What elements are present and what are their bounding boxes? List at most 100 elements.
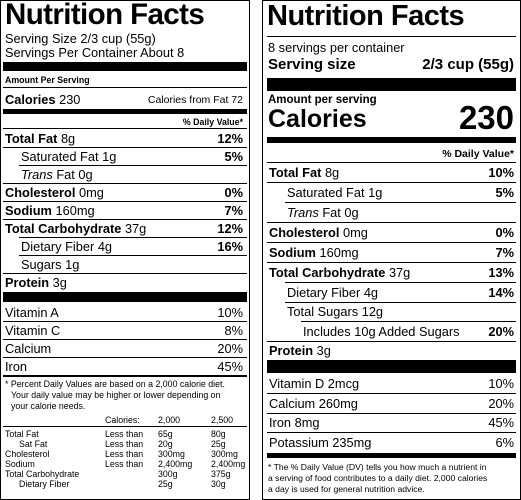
nutrient-dv: 7% (495, 245, 515, 260)
nutrient-name: Cholesterol (269, 225, 340, 240)
nutrient-row: Cholesterol 0mg (5, 185, 104, 200)
table-row-c1: 65g (158, 429, 173, 439)
divider (3, 201, 247, 202)
vitamin-name: Potassium 235mg (269, 435, 372, 450)
nutrient-amount: Fat 0g (56, 167, 93, 182)
thick-divider (3, 62, 247, 71)
divider (3, 339, 247, 340)
divider (3, 219, 247, 220)
table-header-label: Calories: (105, 415, 140, 425)
divider (267, 262, 516, 263)
table-row-cmp: Less than (105, 429, 144, 439)
nutrient-amount: 8g (324, 165, 340, 180)
vitamin-dv: 10% (217, 305, 243, 320)
divider (3, 147, 247, 148)
nutrient-row: Total Fat 8g (5, 131, 75, 146)
calories-label: Calories (268, 105, 367, 133)
medium-divider (267, 453, 516, 458)
thick-divider (3, 292, 247, 302)
nutrient-name: Sugars (21, 257, 62, 272)
table-row-c1: 2,400mg (158, 459, 193, 469)
nutrient-amount: 8g (60, 131, 76, 146)
nutrient-dv: 0% (495, 225, 515, 240)
calories-from-fat: Calories from Fat 72 (147, 94, 243, 106)
divider (19, 237, 247, 238)
old-nutrition-label: Nutrition Facts Serving Size 2/3 cup (55… (0, 0, 250, 500)
amount-per-serving: Amount per serving (268, 94, 377, 106)
nutrient-name: Dietary Fiber (21, 239, 95, 254)
divider (267, 36, 516, 37)
divider (267, 393, 516, 394)
vitamin-name: Iron 8mg (269, 415, 320, 430)
nutrient-name: Trans (287, 205, 319, 220)
divider (3, 273, 247, 274)
nutrient-dv: 16% (217, 239, 243, 254)
divider (285, 302, 516, 303)
calories-row: Calories 230 (5, 92, 80, 107)
vitamin-name: Vitamin D 2mcg (269, 376, 360, 391)
table-row-name: Sat Fat (19, 439, 48, 449)
divider (3, 426, 247, 427)
nutrient-dv: 10% (488, 165, 514, 180)
table-header-c1: 2,000 (158, 415, 181, 425)
divider (267, 222, 516, 223)
daily-value-header: % Daily Value* (442, 148, 514, 160)
nutrient-dv: 0% (224, 185, 244, 200)
nutrient-name: Saturated Fat (287, 185, 365, 200)
nutrient-row: Saturated Fat 1g (287, 185, 382, 200)
vitamin-dv: 8% (224, 323, 244, 338)
nutrient-amount: 160mg (55, 203, 95, 218)
nutrient-name: Protein (5, 275, 50, 290)
divider (267, 242, 516, 243)
label-title: Nutrition Facts (267, 0, 465, 32)
footnote-line: * The % Daily Value (DV) tells you how m… (268, 462, 487, 472)
vitamin-name: Vitamin C (5, 323, 61, 338)
divider (19, 255, 247, 256)
nutrient-name: Total Fat (5, 131, 58, 146)
divider (3, 87, 247, 88)
table-row-c1: 25g (158, 479, 173, 489)
nutrient-amount: 1g (102, 149, 117, 164)
nutrient-row: Trans Fat 0g (287, 205, 359, 220)
serving-size-label: Serving size (268, 56, 356, 73)
nutrient-row: Dietary Fiber 4g (21, 239, 112, 254)
divider (3, 128, 247, 129)
nutrient-amount: 37g (388, 265, 411, 280)
medium-divider (267, 137, 516, 143)
nutrient-row: Dietary Fiber 4g (287, 285, 378, 300)
nutrient-row: Trans Fat 0g (21, 167, 93, 182)
vitamin-dv: 45% (488, 415, 514, 430)
vitamin-name: Vitamin A (5, 305, 59, 320)
vitamin-name: Calcium (5, 341, 52, 356)
table-row-name: Dietary Fiber (19, 479, 70, 489)
footnote-line: a serving of food contributes to a daily… (268, 473, 488, 483)
nutrient-dv: 14% (488, 285, 514, 300)
vitamin-name: Calcium 260mg (269, 396, 358, 411)
medium-divider (3, 109, 247, 114)
nutrient-amount: 3g (316, 343, 331, 358)
label-title: Nutrition Facts (5, 0, 205, 31)
nutrient-name: Includes 10g Added Sugars (303, 324, 460, 339)
divider (267, 413, 516, 414)
nutrient-amount: 12g (361, 304, 384, 319)
nutrient-name: Total Sugars (287, 304, 359, 319)
new-nutrition-label: Nutrition Facts 8 servings per container… (262, 0, 521, 500)
serving-size: Serving Size 2/3 cup (55g) (5, 31, 156, 46)
servings-per-container: Servings Per Container About 8 (5, 45, 185, 60)
table-header-c2: 2,500 (211, 415, 234, 425)
nutrient-amount: 3g (52, 275, 67, 290)
table-row-name: Sodium (5, 459, 35, 469)
divider (19, 165, 247, 166)
nutrient-dv: 20% (488, 324, 514, 339)
nutrient-amount: 1g (368, 185, 383, 200)
nutrient-amount: 160mg (319, 245, 359, 260)
nutrient-name: Saturated Fat (21, 149, 99, 164)
nutrient-dv: 12% (217, 221, 243, 236)
nutrient-name: Total Carbohydrate (5, 221, 122, 236)
nutrient-name: Dietary Fiber (287, 285, 361, 300)
table-row-c1: 300mg (158, 449, 185, 459)
nutrient-row: Cholesterol 0mg (269, 225, 368, 240)
table-row-name: Total Carbohydrate (5, 469, 80, 479)
footnote-line: Your daily value may be higher or lower … (11, 390, 221, 400)
servings-per-container: 8 servings per container (268, 40, 405, 55)
